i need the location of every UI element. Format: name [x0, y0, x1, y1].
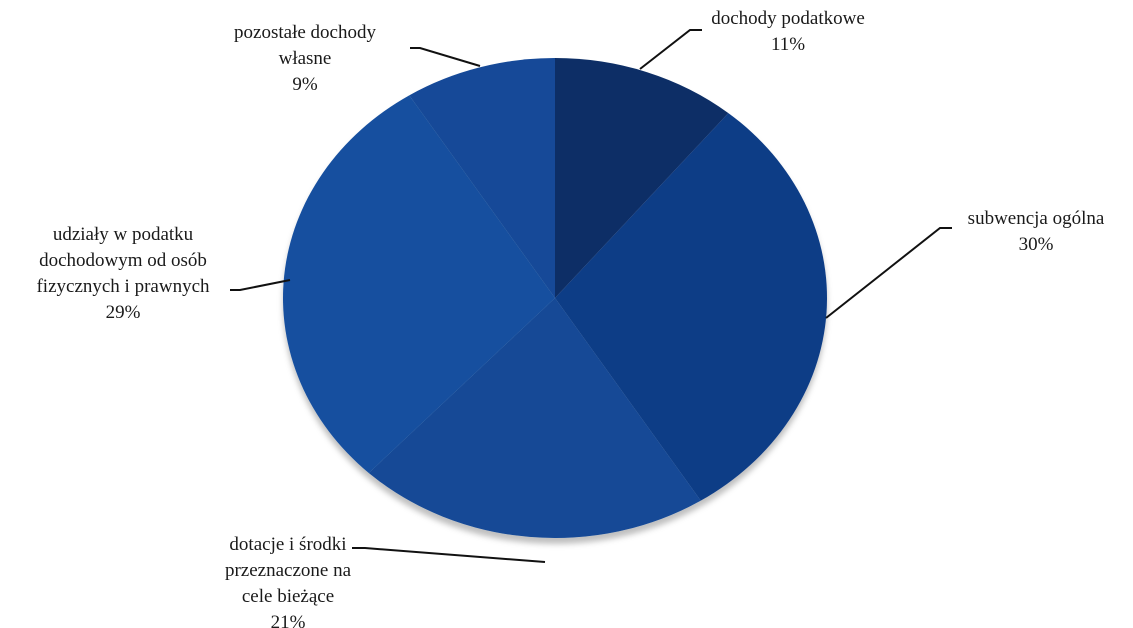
slice-label: udziały w podatku dochodowym od osób fizyc… — [36, 224, 210, 323]
leader-line — [230, 279, 291, 291]
slice-name-label: subwencja ogólna — [968, 208, 1105, 229]
leader-line — [410, 47, 481, 67]
slice-name-label: własne — [279, 48, 332, 69]
slice-name-label: fizycznych i prawnych — [36, 276, 210, 297]
leader-line — [825, 227, 952, 319]
slice-label: pozostałe dochody własne 9% — [234, 22, 376, 95]
pie-slice — [409, 58, 555, 298]
slice-name-label: dotacje i środki — [229, 534, 346, 555]
pie-slice — [555, 113, 828, 501]
slice-label: dochody podatkowe 11% — [711, 8, 865, 55]
pie-slice — [555, 58, 729, 298]
slice-name-label: cele bieżące — [242, 586, 334, 607]
slice-labels: dochody podatkowe 11% subwencja ogólna 30% d… — [36, 8, 1104, 628]
slice-label: dotacje i środki przeznaczone na cele bież… — [225, 534, 352, 628]
slice-name-label: dochody podatkowe — [711, 8, 865, 29]
slice-percent-label: 11% — [771, 34, 805, 55]
slice-percent-label: 30% — [1019, 234, 1054, 255]
slice-name-label: pozostałe dochody — [234, 22, 376, 43]
slice-name-label: udziały w podatku — [53, 224, 194, 245]
slice-label: subwencja ogólna 30% — [968, 208, 1105, 255]
pie-slice — [368, 298, 701, 538]
leader-line — [639, 29, 702, 70]
slice-percent-label: 21% — [271, 612, 306, 628]
slice-name-label: przeznaczone na — [225, 560, 352, 581]
slice-name-label: dochodowym od osób — [39, 250, 207, 271]
pie-slice — [283, 95, 555, 473]
leader-lines — [230, 29, 952, 563]
slice-percent-label: 29% — [106, 302, 141, 323]
slice-percent-label: 9% — [292, 74, 318, 95]
leader-line — [352, 547, 546, 563]
pie-slices — [283, 58, 828, 538]
